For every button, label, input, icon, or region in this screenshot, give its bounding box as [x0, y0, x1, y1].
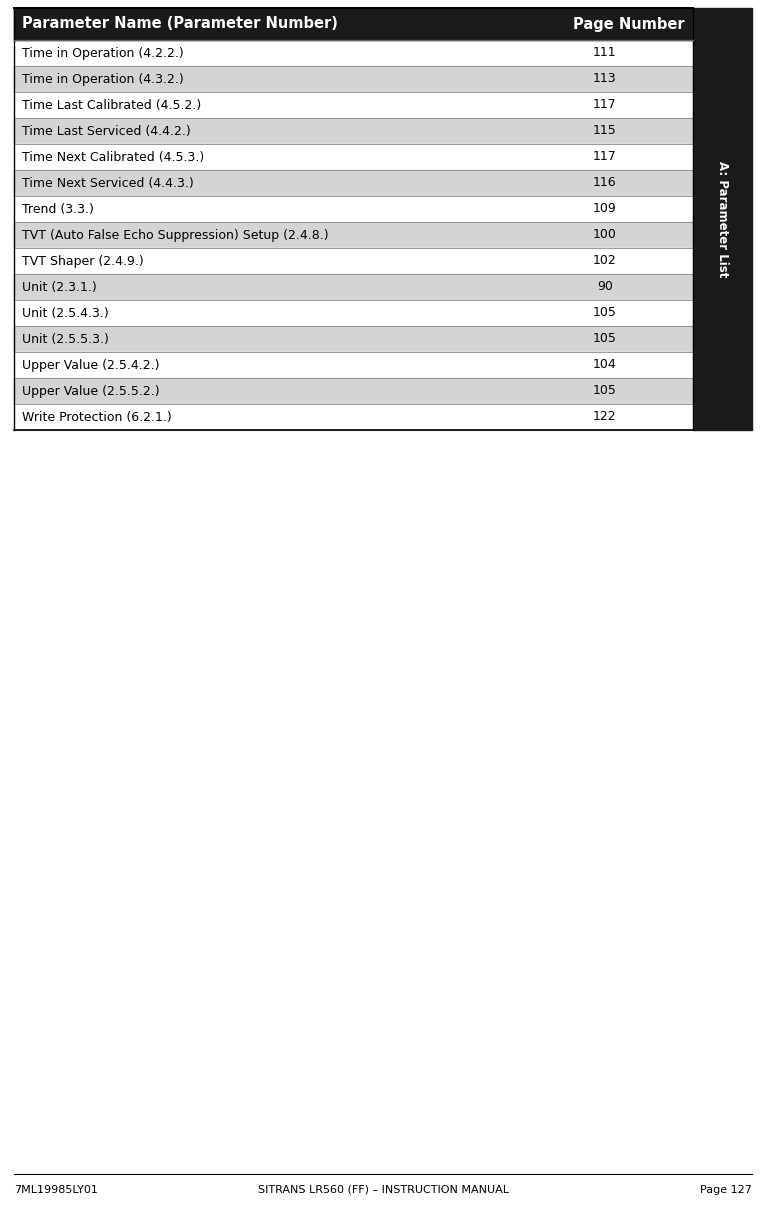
Text: Page 127: Page 127 [700, 1185, 752, 1195]
Bar [14, 247, 693, 274]
Text: Parameter Name (Parameter Number): Parameter Name (Parameter Number) [22, 17, 338, 31]
Text: 117: 117 [593, 151, 617, 163]
Bar [14, 170, 693, 196]
Text: 100: 100 [593, 228, 617, 241]
Bar [14, 8, 693, 40]
Text: 122: 122 [593, 410, 617, 424]
Text: Time Last Serviced (4.4.2.): Time Last Serviced (4.4.2.) [22, 124, 191, 138]
Bar [14, 352, 693, 378]
Text: 7ML19985LY01: 7ML19985LY01 [14, 1185, 98, 1195]
Text: SITRANS LR560 (FF) – INSTRUCTION MANUAL: SITRANS LR560 (FF) – INSTRUCTION MANUAL [257, 1185, 509, 1195]
Bar [14, 222, 693, 247]
Bar [14, 92, 693, 118]
Bar [14, 326, 693, 352]
Text: Upper Value (2.5.4.2.): Upper Value (2.5.4.2.) [22, 358, 159, 372]
Text: Unit (2.5.4.3.): Unit (2.5.4.3.) [22, 307, 109, 320]
Bar [14, 196, 693, 222]
Bar [14, 274, 693, 301]
Bar [14, 404, 693, 430]
Bar [14, 301, 693, 326]
Text: Time Next Serviced (4.4.3.): Time Next Serviced (4.4.3.) [22, 176, 194, 189]
Bar [14, 40, 693, 66]
Text: 90: 90 [597, 280, 613, 293]
Text: Time Next Calibrated (4.5.3.): Time Next Calibrated (4.5.3.) [22, 151, 205, 163]
Bar [14, 66, 693, 92]
Text: 105: 105 [593, 307, 617, 320]
Text: 116: 116 [593, 176, 617, 189]
Text: 105: 105 [593, 385, 617, 397]
Bar [14, 378, 693, 404]
Text: Time in Operation (4.2.2.): Time in Operation (4.2.2.) [22, 47, 184, 59]
Text: Upper Value (2.5.5.2.): Upper Value (2.5.5.2.) [22, 385, 159, 397]
Text: Write Protection (6.2.1.): Write Protection (6.2.1.) [22, 410, 172, 424]
Text: Unit (2.3.1.): Unit (2.3.1.) [22, 280, 97, 293]
Bar [14, 144, 693, 170]
Text: 117: 117 [593, 99, 617, 111]
Text: 102: 102 [593, 255, 617, 268]
Text: A: Parameter List: A: Parameter List [716, 161, 729, 278]
Bar [693, 8, 752, 430]
Text: Time in Operation (4.3.2.): Time in Operation (4.3.2.) [22, 72, 184, 86]
Text: Trend (3.3.): Trend (3.3.) [22, 203, 94, 216]
Text: 104: 104 [593, 358, 617, 372]
Text: 113: 113 [593, 72, 617, 86]
Text: TVT (Auto False Echo Suppression) Setup (2.4.8.): TVT (Auto False Echo Suppression) Setup … [22, 228, 329, 241]
Text: Time Last Calibrated (4.5.2.): Time Last Calibrated (4.5.2.) [22, 99, 201, 111]
Text: TVT Shaper (2.4.9.): TVT Shaper (2.4.9.) [22, 255, 144, 268]
Text: 115: 115 [593, 124, 617, 138]
Text: Page Number: Page Number [574, 17, 685, 31]
Text: 109: 109 [593, 203, 617, 216]
Text: 105: 105 [593, 332, 617, 345]
Bar [14, 118, 693, 144]
Text: 111: 111 [593, 47, 617, 59]
Text: Unit (2.5.5.3.): Unit (2.5.5.3.) [22, 332, 109, 345]
